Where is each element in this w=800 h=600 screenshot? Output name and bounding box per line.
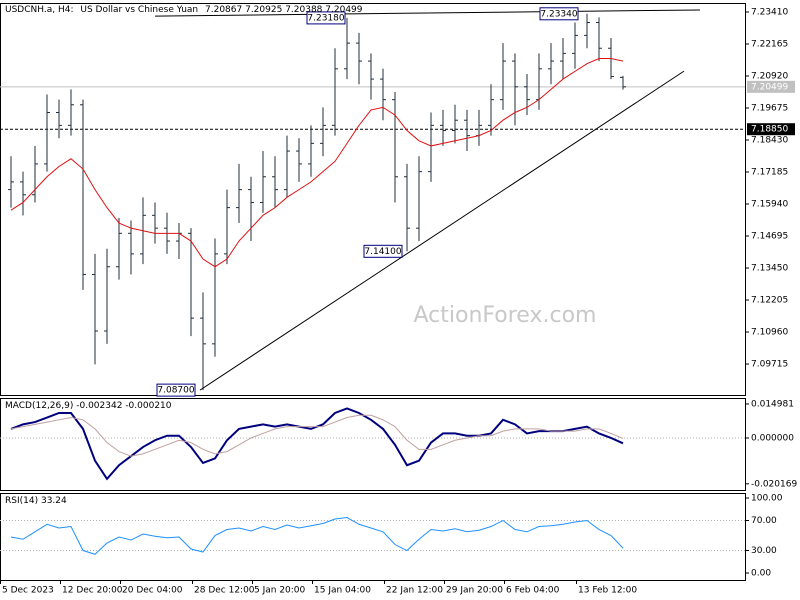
y-tick-label: 7.12205	[751, 296, 788, 306]
y-tick-label: 7.19675	[751, 104, 788, 114]
moving-average	[10, 58, 624, 268]
x-tick-label: 13 Feb 12:00	[578, 586, 637, 596]
y-tick-label: -0.020169	[751, 479, 797, 489]
panel-frame	[0, 398, 746, 491]
price-label-box	[306, 11, 346, 25]
description: US Dollar vs Chinese Yuan	[80, 5, 198, 15]
y-tick-label: 70.00	[751, 516, 777, 526]
x-tick-label: 15 Jan 04:00	[314, 586, 371, 596]
x-tick-label: 5 Jan 20:00	[254, 586, 306, 596]
hline-label: 7.18850	[751, 125, 788, 135]
price-label: 7.08700	[157, 386, 194, 396]
rsi-value: 33.24	[41, 496, 67, 506]
watermark: ActionForex.com	[414, 303, 597, 328]
y-tick-label: 30.00	[751, 546, 777, 556]
y-tick-label: 7.15940	[751, 200, 788, 210]
y-tick-label: 7.13450	[751, 264, 788, 274]
header: USDCNH.a, H4: US Dollar vs Chinese Yuan …	[5, 5, 363, 15]
x-tick-label: 20 Dec 04:00	[122, 586, 183, 596]
y-tick-label: 7.10960	[751, 328, 788, 338]
symbol: USDCNH.a, H4:	[5, 5, 73, 15]
macd-header: MACD(12,26,9) -0.002342 -0.000210	[5, 401, 172, 411]
panel-frame	[0, 3, 746, 396]
x-tick-label: 22 Jan 12:00	[386, 586, 443, 596]
macd-value: -0.002342	[76, 401, 122, 411]
y-tick-label: 0.000000	[751, 433, 794, 443]
indicator-line	[10, 414, 624, 457]
ohlc-close: 7.20499	[325, 5, 362, 15]
y-tick-label: 7.23410	[751, 7, 788, 17]
y-tick-label: 0.00	[751, 569, 771, 579]
y-tick-label: 7.14695	[751, 232, 788, 242]
ohlc-low: 7.20388	[285, 5, 322, 15]
ohlc-open: 7.20867	[205, 5, 242, 15]
price-label: 7.23180	[307, 13, 344, 23]
price-label-box	[363, 244, 403, 258]
price-label-box	[156, 383, 196, 397]
x-tick-label: 29 Jan 20:00	[446, 586, 503, 596]
indicator-line	[10, 517, 624, 555]
y-tick-label: 7.22165	[751, 39, 788, 49]
price-label: 7.23340	[540, 9, 577, 19]
y-tick-label: 7.20920	[751, 72, 788, 82]
y-tick-label: 7.17185	[751, 168, 788, 178]
x-tick-label: 12 Dec 20:00	[62, 586, 123, 596]
y-tick-label: 0.014981	[751, 399, 794, 409]
price-label: 7.14100	[364, 247, 401, 257]
panel-frame	[0, 493, 746, 581]
y-tick-label: 7.09715	[751, 360, 788, 370]
macd-title: MACD(12,26,9)	[5, 401, 73, 411]
y-tick-label: 7.18430	[751, 136, 788, 146]
rsi-title: RSI(14)	[5, 496, 38, 506]
trend-line	[199, 70, 685, 391]
x-tick-label: 28 Dec 12:00	[194, 586, 255, 596]
rsi-header: RSI(14) 33.24	[5, 496, 67, 506]
x-tick-label: 5 Dec 2023	[2, 586, 54, 596]
x-tick-label: 6 Feb 04:00	[506, 586, 560, 596]
y-tick-label: 100.00	[751, 494, 783, 504]
ohlc-high: 7.20925	[245, 5, 282, 15]
current-price-box	[747, 80, 795, 93]
current-price-label: 7.20499	[751, 82, 788, 92]
trend-line	[154, 9, 701, 17]
price-label-box	[539, 7, 579, 21]
hline-box	[747, 123, 795, 136]
signal-value: -0.000210	[125, 401, 171, 411]
